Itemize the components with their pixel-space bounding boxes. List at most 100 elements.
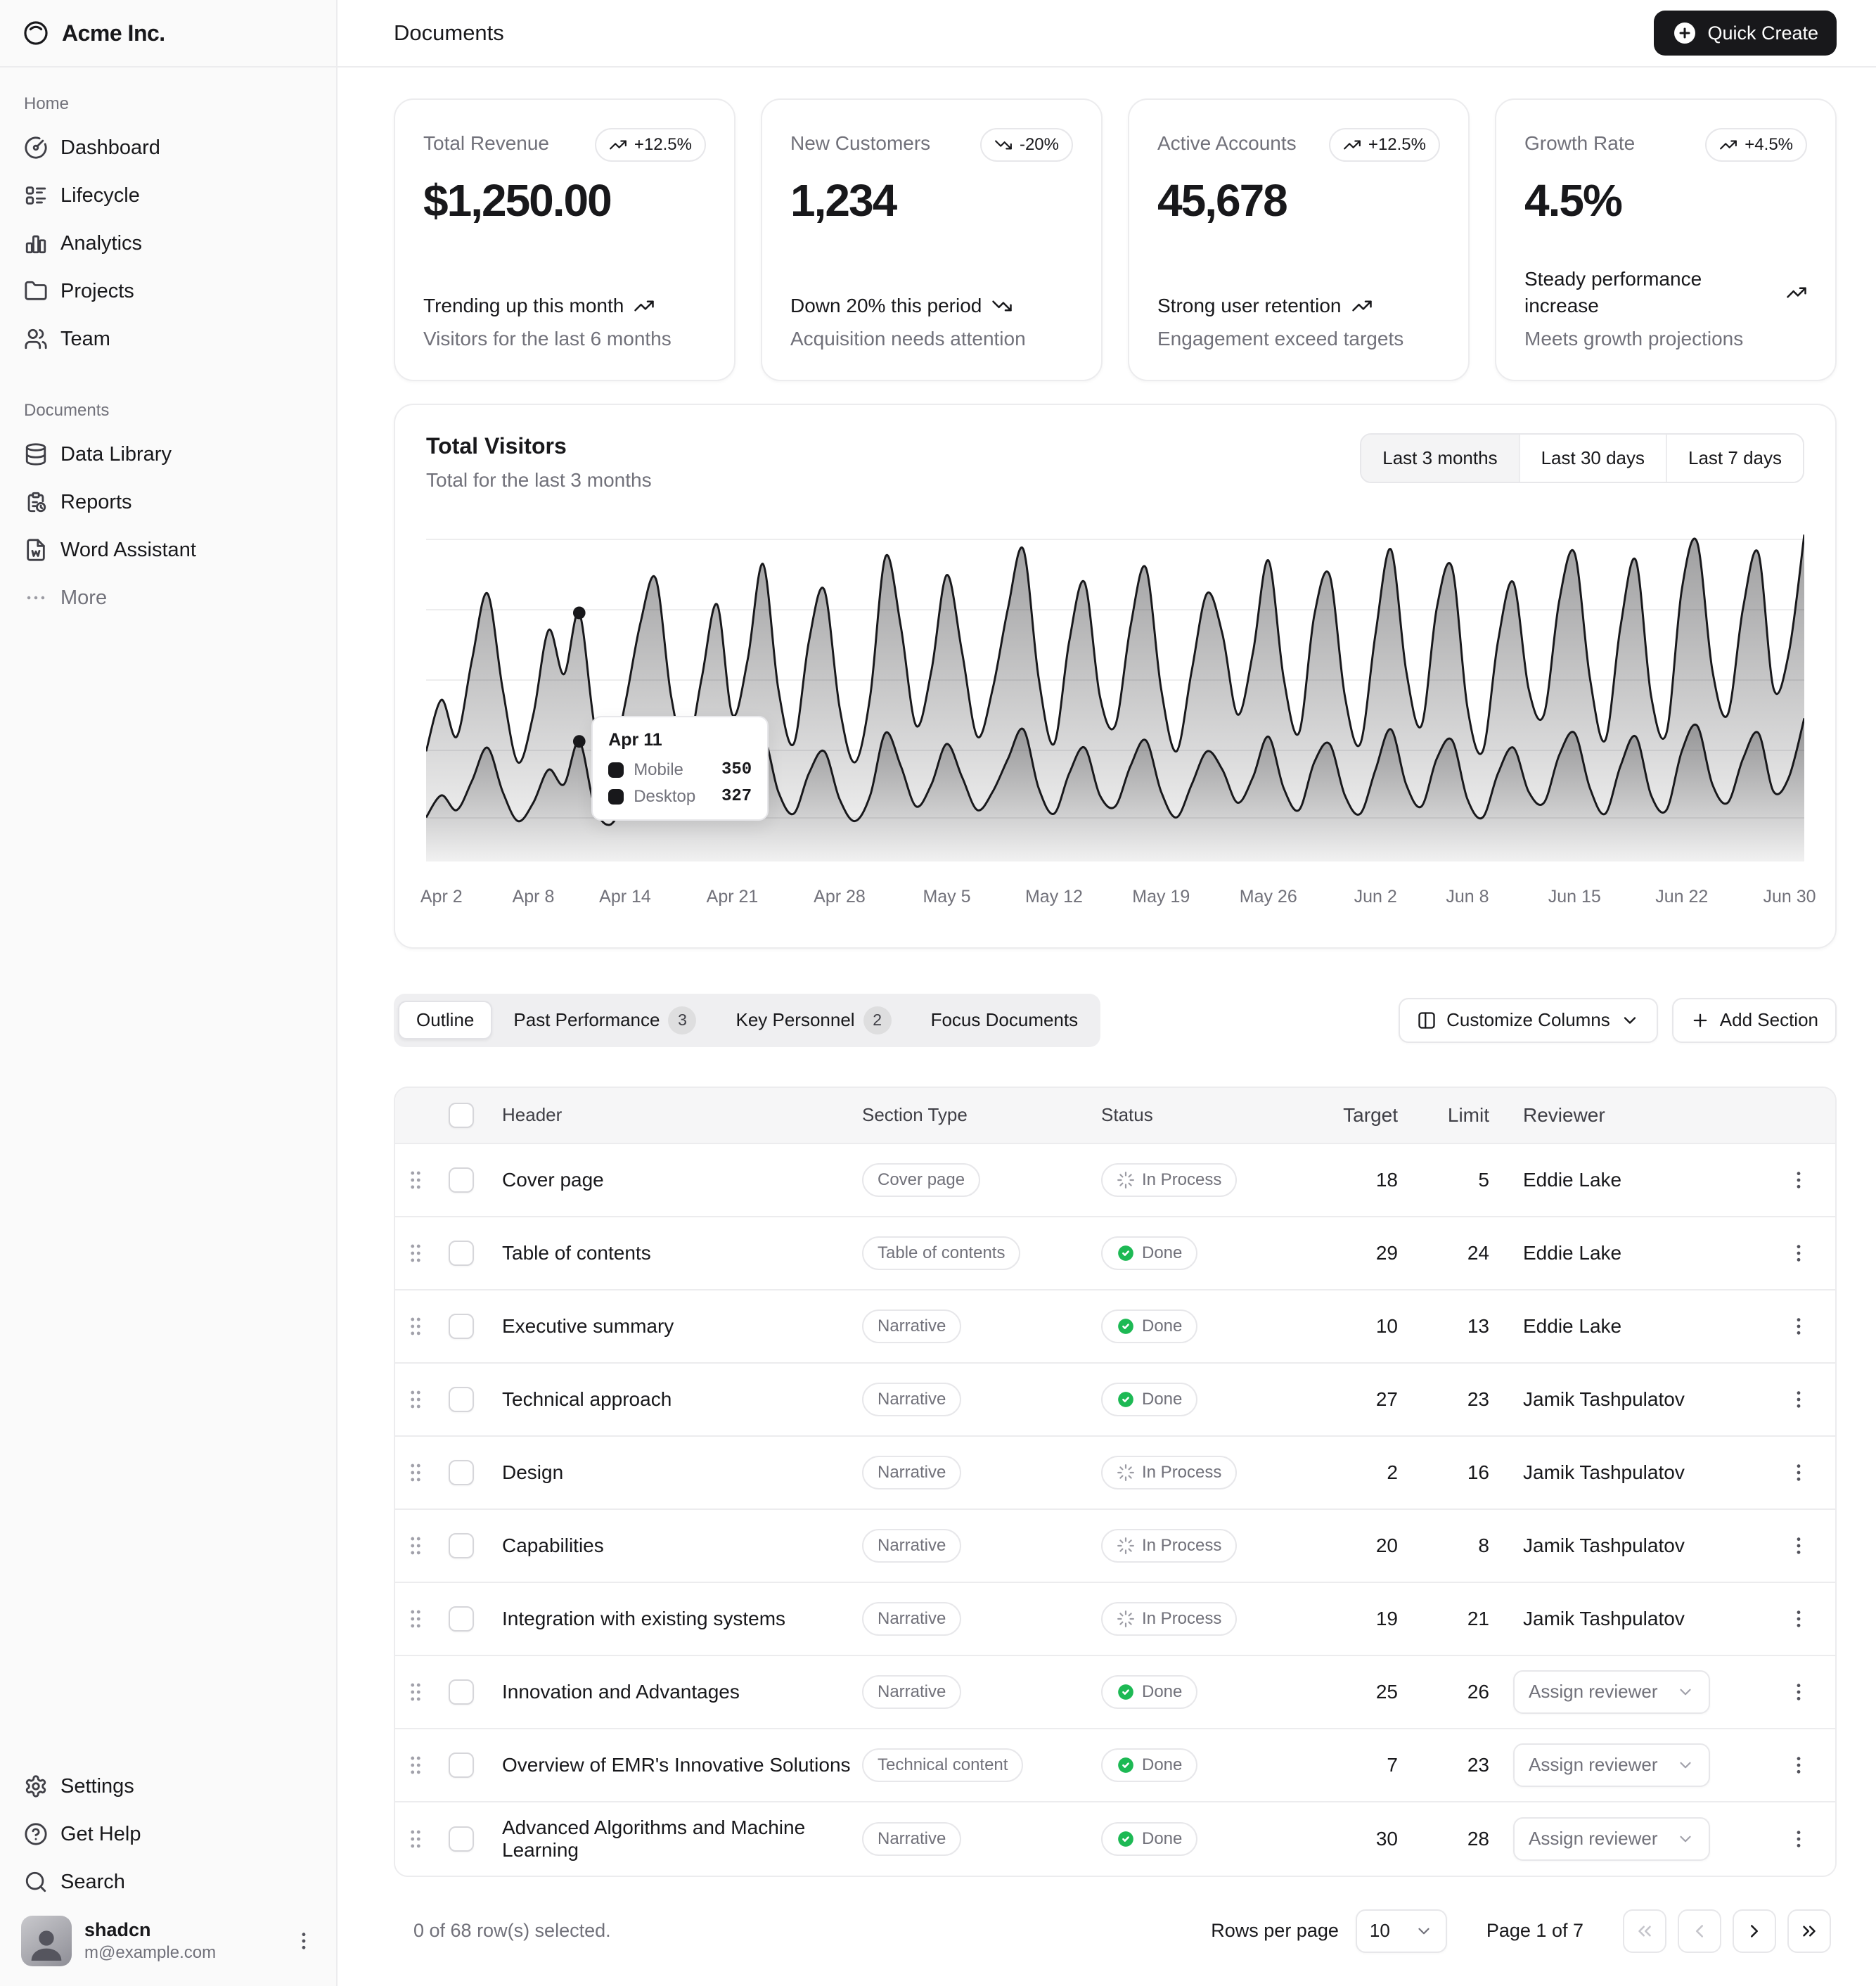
sidebar-item-data-library[interactable]: Data Library <box>11 430 325 478</box>
tab-focus-documents[interactable]: Focus Documents <box>930 1009 1079 1031</box>
drag-handle-icon[interactable] <box>404 1607 428 1631</box>
row-target[interactable]: 10 <box>1375 1314 1398 1337</box>
drag-handle-icon[interactable] <box>404 1534 428 1558</box>
row-limit[interactable]: 16 <box>1467 1461 1489 1483</box>
sidebar-item-more[interactable]: More <box>11 574 325 622</box>
last-page-button[interactable] <box>1787 1909 1831 1953</box>
row-target[interactable]: 2 <box>1387 1461 1398 1483</box>
row-menu-kebab-icon[interactable] <box>1787 1169 1810 1191</box>
row-target[interactable]: 19 <box>1375 1607 1398 1629</box>
table-row: Cover page Cover page In Process 18 5 Eddie L… <box>395 1143 1835 1217</box>
row-header[interactable]: Advanced Algorithms and Machine Learning <box>502 1816 806 1861</box>
row-limit[interactable]: 23 <box>1467 1388 1489 1410</box>
row-limit[interactable]: 26 <box>1467 1680 1489 1703</box>
sidebar-item-analytics[interactable]: Analytics <box>11 219 325 267</box>
row-target[interactable]: 30 <box>1375 1827 1398 1850</box>
row-checkbox[interactable] <box>449 1606 474 1632</box>
row-checkbox[interactable] <box>449 1752 474 1778</box>
table-row: Overview of EMR's Innovative Solutions Te… <box>395 1729 1835 1802</box>
drag-handle-icon[interactable] <box>404 1241 428 1265</box>
sidebar-item-reports[interactable]: Reports <box>11 478 325 526</box>
rows-per-page-select[interactable]: 10 <box>1355 1909 1447 1953</box>
row-checkbox[interactable] <box>449 1240 474 1266</box>
row-target[interactable]: 7 <box>1387 1753 1398 1776</box>
quick-create-button[interactable]: Quick Create <box>1654 11 1837 56</box>
row-header[interactable]: Integration with existing systems <box>502 1607 786 1629</box>
row-target[interactable]: 20 <box>1375 1534 1398 1556</box>
assign-reviewer-select[interactable]: Assign reviewer <box>1513 1670 1710 1714</box>
assign-reviewer-select[interactable]: Assign reviewer <box>1513 1817 1710 1861</box>
user-menu-kebab-icon[interactable] <box>293 1930 315 1952</box>
sidebar-item-word-assistant[interactable]: Word Assistant <box>11 526 325 574</box>
row-header[interactable]: Capabilities <box>502 1534 604 1556</box>
drag-handle-icon[interactable] <box>404 1168 428 1192</box>
row-checkbox[interactable] <box>449 1313 474 1339</box>
row-limit[interactable]: 8 <box>1478 1534 1489 1556</box>
row-checkbox[interactable] <box>449 1679 474 1705</box>
row-target[interactable]: 25 <box>1375 1680 1398 1703</box>
drag-handle-icon[interactable] <box>404 1461 428 1485</box>
drag-handle-icon[interactable] <box>404 1388 428 1411</box>
row-limit[interactable]: 13 <box>1467 1314 1489 1337</box>
sidebar-brand[interactable]: Acme Inc. <box>0 0 336 68</box>
sidebar-item-lifecycle[interactable]: Lifecycle <box>11 172 325 219</box>
row-menu-kebab-icon[interactable] <box>1787 1828 1810 1850</box>
range-last-7-days[interactable]: Last 7 days <box>1666 434 1803 482</box>
customize-columns-button[interactable]: Customize Columns <box>1399 997 1658 1043</box>
gauge-icon <box>25 136 47 159</box>
row-header[interactable]: Innovation and Advantages <box>502 1680 740 1703</box>
sidebar-item-settings[interactable]: Settings <box>11 1762 325 1810</box>
drag-handle-icon[interactable] <box>404 1753 428 1777</box>
visitors-chart[interactable]: Apr 11 Mobile 350 Desktop 327 <box>426 531 1804 861</box>
sidebar-item-projects[interactable]: Projects <box>11 267 325 315</box>
sidebar-item-search[interactable]: Search <box>11 1858 325 1906</box>
drag-handle-icon[interactable] <box>404 1314 428 1338</box>
tab-outline[interactable]: Outline <box>398 1001 493 1040</box>
row-target[interactable]: 18 <box>1375 1168 1398 1191</box>
range-last-30-days[interactable]: Last 30 days <box>1518 434 1666 482</box>
sections-table: Header Section Type Status Target Limit … <box>394 1086 1837 1877</box>
row-limit[interactable]: 21 <box>1467 1607 1489 1629</box>
row-checkbox[interactable] <box>449 1386 474 1412</box>
next-page-button[interactable] <box>1733 1909 1776 1953</box>
tooltip-date: Apr 11 <box>608 729 662 750</box>
row-limit[interactable]: 23 <box>1467 1753 1489 1776</box>
row-menu-kebab-icon[interactable] <box>1787 1681 1810 1703</box>
sidebar-item-team[interactable]: Team <box>11 315 325 363</box>
row-menu-kebab-icon[interactable] <box>1787 1315 1810 1338</box>
row-header[interactable]: Overview of EMR's Innovative Solutions <box>502 1753 851 1776</box>
range-last-3-months[interactable]: Last 3 months <box>1361 434 1519 482</box>
row-target[interactable]: 27 <box>1375 1388 1398 1410</box>
row-menu-kebab-icon[interactable] <box>1787 1754 1810 1776</box>
drag-handle-icon[interactable] <box>404 1680 428 1704</box>
select-all-checkbox[interactable] <box>449 1102 474 1128</box>
row-menu-kebab-icon[interactable] <box>1787 1461 1810 1484</box>
row-menu-kebab-icon[interactable] <box>1787 1388 1810 1411</box>
prev-page-button[interactable] <box>1678 1909 1721 1953</box>
user-menu[interactable]: shadcn m@example.com <box>11 1906 325 1976</box>
row-limit[interactable]: 28 <box>1467 1827 1489 1850</box>
row-limit[interactable]: 5 <box>1478 1168 1489 1191</box>
row-checkbox[interactable] <box>449 1826 474 1852</box>
drag-handle-icon[interactable] <box>404 1827 428 1851</box>
first-page-button[interactable] <box>1623 1909 1666 1953</box>
row-header[interactable]: Design <box>502 1461 564 1483</box>
row-target[interactable]: 29 <box>1375 1241 1398 1264</box>
row-limit[interactable]: 24 <box>1467 1241 1489 1264</box>
row-checkbox[interactable] <box>449 1532 474 1558</box>
row-menu-kebab-icon[interactable] <box>1787 1608 1810 1630</box>
row-menu-kebab-icon[interactable] <box>1787 1535 1810 1557</box>
add-section-button[interactable]: Add Section <box>1671 997 1837 1043</box>
row-header[interactable]: Executive summary <box>502 1314 674 1337</box>
tab-past-performance[interactable]: Past Performance 3 <box>495 998 714 1043</box>
row-header[interactable]: Technical approach <box>502 1388 672 1410</box>
assign-reviewer-select[interactable]: Assign reviewer <box>1513 1743 1710 1787</box>
tab-key-personnel[interactable]: Key Personnel 2 <box>717 998 909 1043</box>
sidebar-item-get-help[interactable]: Get Help <box>11 1810 325 1858</box>
row-header[interactable]: Table of contents <box>502 1241 651 1264</box>
row-checkbox[interactable] <box>449 1459 474 1485</box>
row-header[interactable]: Cover page <box>502 1168 604 1191</box>
sidebar-item-dashboard[interactable]: Dashboard <box>11 124 325 172</box>
row-menu-kebab-icon[interactable] <box>1787 1242 1810 1264</box>
row-checkbox[interactable] <box>449 1167 474 1193</box>
